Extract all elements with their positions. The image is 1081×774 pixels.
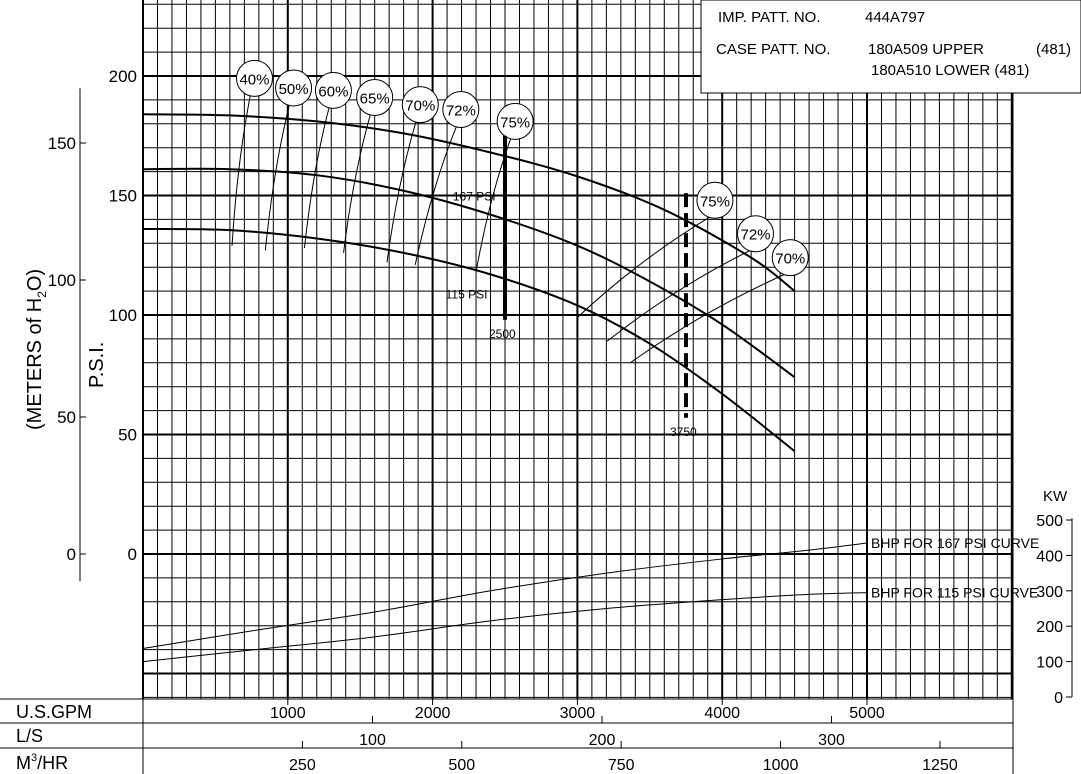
gpm-tick-label: 3000 — [560, 705, 596, 722]
case-upper: 180A509 UPPER — [868, 41, 984, 58]
m3hr-tick-label: 500 — [448, 757, 475, 774]
flag-115-psi: 115 PSI — [446, 287, 488, 301]
ls-scale-label: L/S — [16, 726, 43, 746]
efficiency-label: 75% — [500, 114, 530, 131]
efficiency-leader — [303, 106, 330, 249]
efficiency-marker — [737, 215, 775, 253]
efficiency-label: 70% — [405, 98, 435, 115]
gpm-scale-label: U.S.GPM — [16, 702, 92, 722]
efficiency-marker — [401, 86, 439, 124]
bhp-curve-2 — [142, 592, 868, 663]
ls-tick-label: 300 — [818, 732, 845, 749]
efficiency-label: 70% — [775, 251, 805, 268]
efficiency-label: 65% — [360, 91, 390, 108]
meters-tick-label: 0 — [67, 545, 76, 564]
ls-tick-label: 200 — [589, 732, 616, 749]
m3hr-tick-label: 1000 — [763, 757, 799, 774]
m3hr-tick-label: 750 — [608, 757, 635, 774]
efficiency-leader — [231, 94, 251, 246]
efficiency-leader — [606, 249, 752, 342]
gpm-tick-label: 5000 — [849, 705, 885, 722]
meters-tick-label: 100 — [48, 271, 76, 290]
efficiency-marker — [275, 69, 313, 107]
efficiency-marker — [314, 71, 352, 109]
efficiency-marker — [235, 59, 273, 97]
efficiency-leader — [343, 113, 372, 253]
bhp-curve-label: BHP FOR 167 PSI CURVE — [871, 535, 1039, 551]
head-curve-3 — [142, 227, 796, 453]
bottom-scales: 0501001502000501001500100200300400500100… — [48, 67, 1073, 774]
gpm-tick-label: 1000 — [270, 705, 306, 722]
efficiency-marker — [496, 102, 534, 140]
curves-layer: BHP FOR 167 PSI CURVE BHP FOR 115 PSI CUR… — [142, 113, 1039, 663]
imp-patt-value: 444A797 — [865, 9, 925, 26]
psi-tick-label: 150 — [109, 187, 137, 206]
ls-tick-label: 100 — [359, 732, 386, 749]
case-patt-label: CASE PATT. NO. — [716, 41, 830, 58]
kw-axis-title: KW — [1043, 488, 1068, 505]
bhp-curve-label: BHP FOR 115 PSI CURVE — [871, 585, 1038, 601]
efficiency-leader — [386, 120, 417, 263]
efficiency-marker — [442, 90, 480, 128]
m3hr-tick-label: 1250 — [922, 757, 958, 774]
gpm-tick-label: 4000 — [704, 705, 740, 722]
head-curve-2 — [142, 167, 796, 378]
efficiency-label: 75% — [700, 193, 730, 210]
efficiency-leader — [577, 215, 712, 318]
case-upper-code: (481) — [1036, 41, 1071, 58]
meters-axis-title: (METERS of H2O) — [24, 269, 49, 430]
psi-tick-label: 0 — [128, 545, 137, 564]
psi-tick-label: 200 — [109, 67, 137, 86]
kw-tick-label: 400 — [1036, 548, 1063, 565]
kw-tick-label: 100 — [1036, 655, 1063, 672]
efficiency-label: 40% — [239, 71, 269, 88]
efficiency-marker — [771, 239, 809, 277]
efficiency-leader — [629, 273, 787, 364]
efficiency-label: 50% — [279, 81, 309, 98]
efficiency-leader — [264, 103, 291, 251]
efficiency-marker — [356, 79, 394, 117]
flag-167-psi: 167 PSI — [453, 189, 496, 203]
psi-tick-label: 50 — [118, 426, 137, 445]
kw-tick-label: 500 — [1036, 513, 1063, 530]
kw-tick-label: 300 — [1036, 584, 1063, 601]
efficiency-marker — [696, 181, 734, 219]
limit-line-label: 3750 — [670, 425, 697, 439]
psi-tick-label: 100 — [109, 306, 137, 325]
m3hr-tick-label: 250 — [289, 757, 316, 774]
efficiency-leader — [414, 125, 458, 265]
efficiency-label: 60% — [318, 83, 348, 100]
meters-tick-label: 50 — [57, 408, 76, 427]
kw-tick-label: 200 — [1036, 619, 1063, 636]
case-lower: 180A510 LOWER (481) — [871, 62, 1029, 79]
efficiency-label: 72% — [740, 227, 770, 244]
head-curve-1 — [142, 113, 796, 292]
info-box — [700, 0, 1081, 94]
gpm-tick-label: 2000 — [415, 705, 451, 722]
marks-layer: 40% 50% 60% 65% 70% 72% 75% 75% 72% 70% 2500 3750 16… — [231, 59, 809, 439]
meters-tick-label: 150 — [48, 134, 76, 153]
m3hr-scale-label: M3/HR — [16, 752, 68, 773]
kw-tick-label: 0 — [1054, 690, 1063, 707]
chart-grid — [142, 0, 1014, 699]
efficiency-label: 72% — [446, 102, 476, 119]
limit-line-label: 2500 — [489, 327, 516, 341]
psi-axis-title: P.S.I. — [86, 342, 108, 388]
bhp-curve-1 — [142, 542, 868, 649]
imp-patt-label: IMP. PATT. NO. — [718, 9, 821, 26]
